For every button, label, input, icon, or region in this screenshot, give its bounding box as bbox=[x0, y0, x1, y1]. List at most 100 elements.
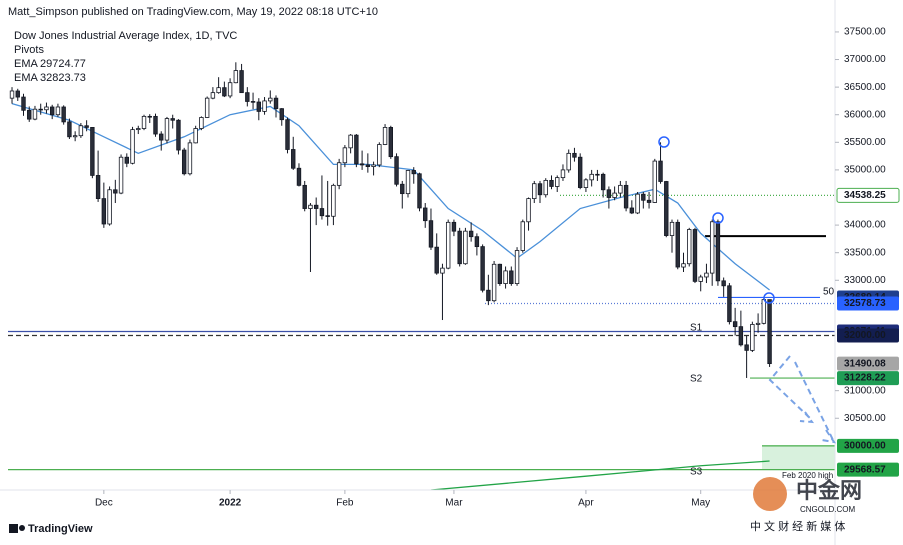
candle-body bbox=[451, 221, 457, 232]
candle-body bbox=[623, 184, 629, 209]
tv-logo bbox=[9, 524, 25, 533]
candle-body bbox=[600, 173, 606, 191]
candle-body bbox=[61, 106, 66, 123]
candle-body bbox=[285, 119, 290, 150]
ema-name: EMA bbox=[14, 72, 39, 84]
x-tick-label: Mar bbox=[445, 498, 463, 509]
candle-body bbox=[537, 183, 543, 196]
candle-body bbox=[715, 221, 721, 282]
candle-body bbox=[199, 117, 204, 129]
candle-body bbox=[394, 156, 399, 185]
candle-body bbox=[239, 70, 244, 94]
candle-body bbox=[750, 324, 755, 351]
candle-body bbox=[641, 193, 646, 201]
candle-body bbox=[555, 177, 560, 187]
ema-line bbox=[430, 460, 770, 490]
candle-body bbox=[291, 149, 296, 169]
x-tick-label: Feb bbox=[336, 498, 354, 509]
candle-body bbox=[761, 299, 767, 324]
candle-body bbox=[388, 127, 393, 158]
candle-body bbox=[658, 160, 663, 182]
candle-body bbox=[520, 221, 525, 251]
candle-body bbox=[566, 152, 571, 171]
candle-body bbox=[687, 229, 692, 265]
candle-body bbox=[170, 118, 175, 121]
candle-body bbox=[532, 183, 537, 200]
price-label: 30000.00 bbox=[844, 440, 886, 451]
candle-body bbox=[15, 90, 20, 98]
candle-body bbox=[27, 109, 32, 120]
candle-body bbox=[279, 108, 284, 121]
candle-body bbox=[664, 181, 669, 236]
candle-body bbox=[560, 169, 566, 179]
candle-body bbox=[681, 263, 686, 268]
y-tick-label: 35000.00 bbox=[844, 165, 886, 176]
candle-body bbox=[704, 272, 709, 278]
candle-body bbox=[692, 229, 698, 282]
candle-body bbox=[67, 121, 72, 138]
price-label-bg bbox=[837, 328, 899, 343]
target-zone bbox=[762, 445, 835, 470]
candle-body bbox=[147, 115, 152, 118]
watermark: 中金网 bbox=[796, 478, 862, 503]
candle-body bbox=[635, 193, 640, 214]
ema-name: EMA bbox=[14, 58, 39, 70]
y-tick-label: 31000.00 bbox=[844, 385, 886, 396]
candle-body bbox=[256, 101, 261, 112]
candle-body bbox=[474, 236, 480, 248]
candle-body bbox=[141, 115, 147, 129]
projection-arrows bbox=[768, 355, 837, 444]
candle-body bbox=[101, 198, 107, 225]
y-tick-label: 30500.00 bbox=[844, 413, 886, 424]
price-label-bg bbox=[837, 371, 899, 386]
candle-body bbox=[583, 179, 589, 188]
price-label: 32578.73 bbox=[844, 298, 886, 309]
candle-body bbox=[543, 179, 548, 196]
watermark: CNGOLD.COM bbox=[800, 505, 855, 514]
candle-body bbox=[755, 322, 761, 325]
candle-body bbox=[38, 108, 43, 111]
candle-body bbox=[503, 270, 508, 284]
pivot-label: S1 bbox=[690, 323, 703, 334]
candle-body bbox=[428, 220, 434, 248]
candle-body bbox=[709, 221, 715, 274]
candle-body bbox=[618, 184, 623, 194]
candle-body bbox=[572, 152, 577, 158]
candle-body bbox=[222, 87, 227, 97]
candle-body bbox=[377, 144, 382, 166]
y-tick-label: 37500.00 bbox=[844, 27, 886, 38]
candle-body bbox=[497, 263, 503, 284]
y-tick-label: 33500.00 bbox=[844, 247, 886, 258]
candle-body bbox=[342, 147, 348, 164]
candle-body bbox=[526, 198, 531, 223]
candle-body bbox=[124, 156, 129, 164]
y-tick-label: 33000.00 bbox=[844, 275, 886, 286]
candle-body bbox=[577, 156, 583, 188]
watermark-logo bbox=[753, 477, 787, 511]
candle-body bbox=[589, 173, 594, 181]
y-tick-label: 36000.00 bbox=[844, 109, 886, 120]
price-label-bg bbox=[837, 356, 899, 371]
candle-body bbox=[90, 127, 95, 176]
ema-value: 29724.77 bbox=[40, 58, 86, 70]
candle-body bbox=[629, 207, 635, 214]
publisher: Matt_Simpson published on TradingView.co… bbox=[8, 6, 378, 18]
candle-body bbox=[549, 179, 554, 187]
candle-body bbox=[738, 326, 744, 346]
candle-body bbox=[652, 160, 657, 203]
candle-body bbox=[21, 96, 26, 111]
candle-body bbox=[646, 199, 652, 203]
candle-body bbox=[204, 97, 210, 118]
candle-body bbox=[49, 106, 55, 116]
candle-body bbox=[72, 135, 78, 138]
plot bbox=[8, 62, 835, 490]
candle-body bbox=[9, 90, 15, 99]
price-label-bg bbox=[837, 462, 899, 477]
candle-body bbox=[371, 164, 376, 167]
candle-body bbox=[440, 267, 445, 274]
y-tick-label: 35500.00 bbox=[844, 137, 886, 148]
candle-body bbox=[193, 128, 198, 144]
candle-body bbox=[434, 246, 439, 274]
candle-body bbox=[227, 82, 233, 97]
